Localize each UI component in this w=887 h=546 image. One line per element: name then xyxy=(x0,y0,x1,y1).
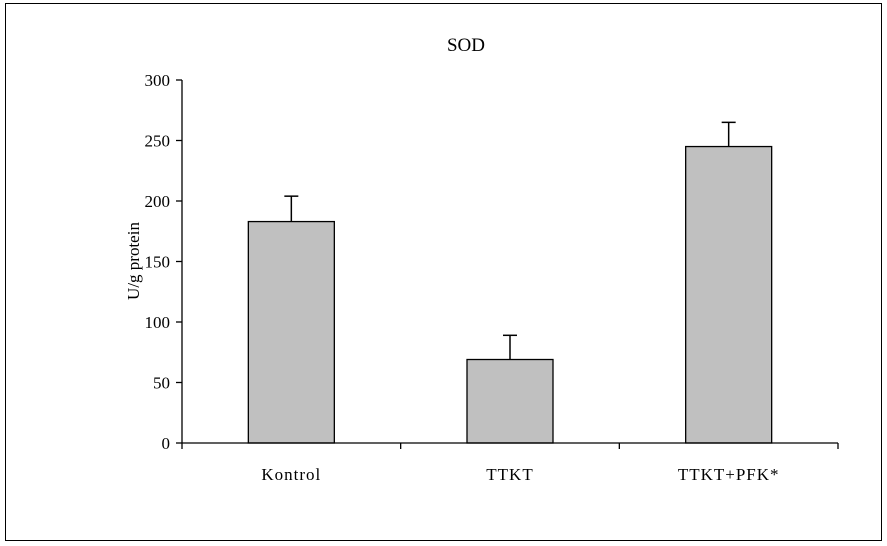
x-category-label: TTKT+PFK* xyxy=(678,465,780,484)
y-tick-label: 0 xyxy=(162,434,171,453)
y-tick-label: 250 xyxy=(145,132,171,151)
chart-title: SOD xyxy=(447,35,485,56)
y-tick-label: 50 xyxy=(153,374,170,393)
y-tick-label: 100 xyxy=(145,313,171,332)
bar-kontrol xyxy=(247,220,335,444)
x-axis-categories: Kontrol TTKT TTKT+PFK* xyxy=(261,465,780,484)
bars xyxy=(247,121,773,444)
y-tick-label: 200 xyxy=(145,192,171,211)
x-category-label: TTKT xyxy=(486,465,533,484)
y-axis-ticks: 0 50 100 150 200 250 300 xyxy=(145,71,182,453)
y-tick-label: 300 xyxy=(145,71,171,90)
y-axis-label: U/g protein xyxy=(124,222,143,300)
y-tick-label: 150 xyxy=(145,253,171,272)
bar-ttkt xyxy=(466,358,554,444)
bar-ttkt-pfk- xyxy=(685,145,773,444)
axes xyxy=(181,80,839,449)
x-category-label: Kontrol xyxy=(261,465,321,484)
